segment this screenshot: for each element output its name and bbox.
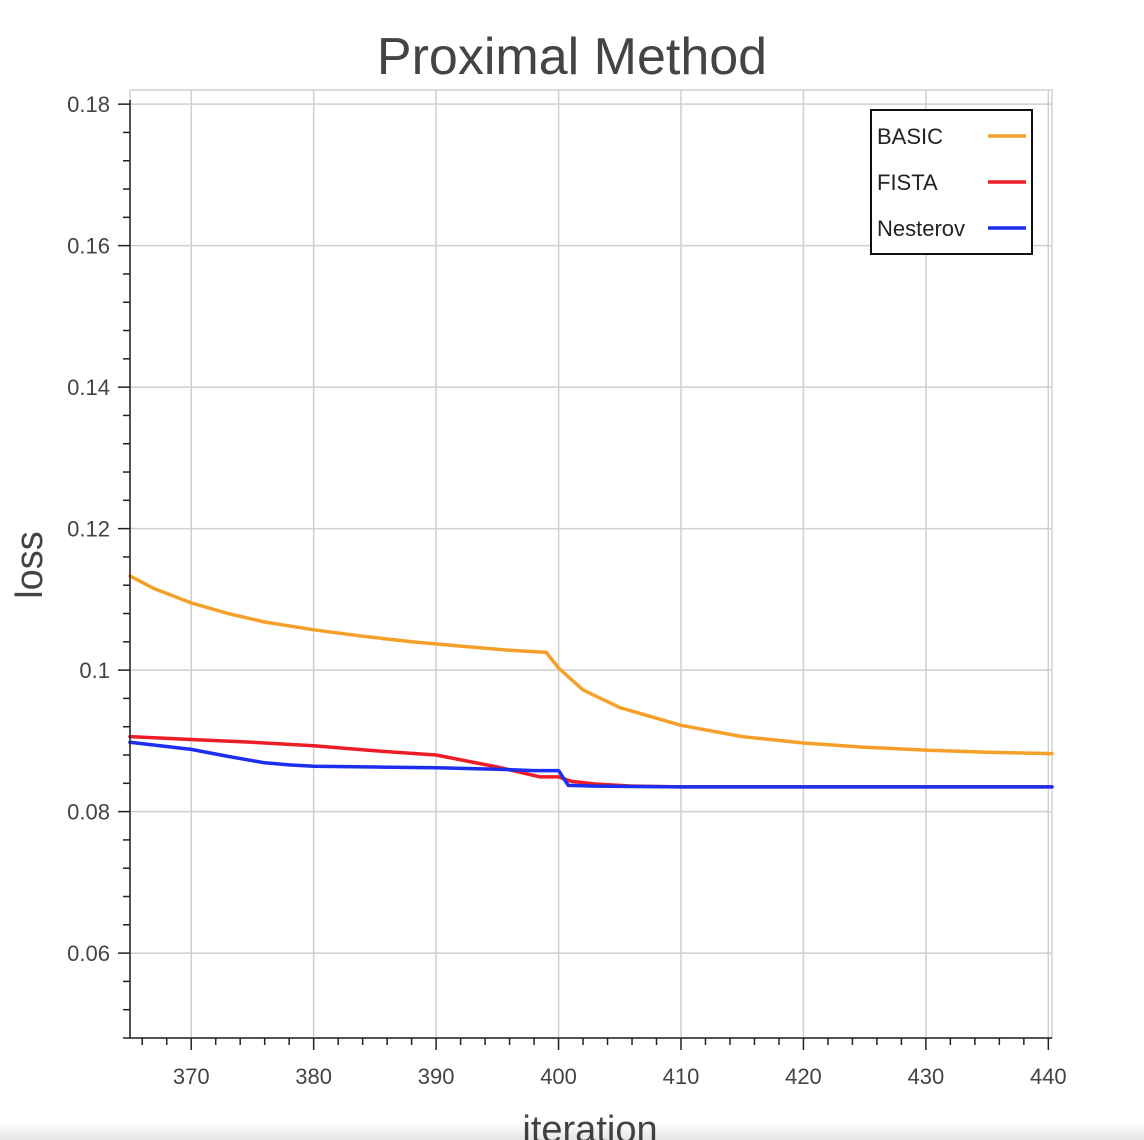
y-tick-label: 0.14 [67, 375, 110, 400]
x-tick-label: 410 [663, 1064, 700, 1089]
x-tick-label: 440 [1030, 1064, 1067, 1089]
x-axis-label: iteration [522, 1109, 657, 1140]
series-lines [128, 574, 1054, 789]
y-tick-label: 0.18 [67, 92, 110, 117]
x-tick-label: 390 [418, 1064, 455, 1089]
x-tick-label: 380 [295, 1064, 332, 1089]
series-line-nesterov [128, 740, 1054, 789]
legend-label: BASIC [877, 124, 943, 149]
y-tick-label: 0.06 [67, 941, 110, 966]
chart-title: Proximal Method [377, 28, 767, 86]
y-tick-label: 0.1 [79, 658, 110, 683]
x-tick-label: 370 [173, 1064, 210, 1089]
legend-label: FISTA [877, 170, 938, 195]
grid [129, 89, 1053, 1039]
legend: BASIC FISTA Nesterov [870, 109, 1033, 255]
x-tick-label: 400 [540, 1064, 577, 1089]
x-tick-label: 420 [785, 1064, 822, 1089]
legend-label: Nesterov [877, 216, 965, 241]
y-tick-label: 0.12 [67, 517, 110, 542]
y-tick-label: 0.08 [67, 800, 110, 825]
y-axis-label: loss [9, 531, 51, 599]
axes: 370 380 390 400 410 420 430 440 0.06 0.08 0.1 0.12 0… [67, 92, 1067, 1089]
y-tick-label: 0.16 [67, 234, 110, 259]
series-line-basic [128, 574, 1054, 756]
x-tick-label: 430 [908, 1064, 945, 1089]
